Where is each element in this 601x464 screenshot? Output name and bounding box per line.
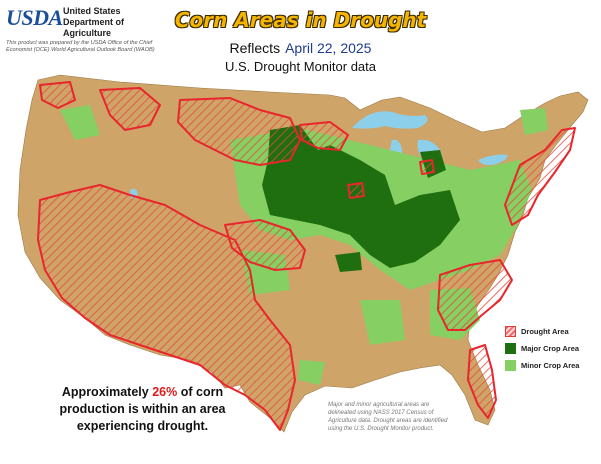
minor-crop-swatch: [505, 360, 516, 371]
drought-plains: [224, 219, 306, 271]
drought-michigan-spot: [419, 159, 435, 175]
drought-minnesota: [299, 121, 349, 151]
statistic-percent: 26%: [152, 385, 178, 399]
map-title: Corn Areas in Drought: [174, 8, 427, 32]
legend-label: Minor Crop Area: [521, 361, 580, 370]
legend-item-major: Major Crop Area: [505, 341, 579, 356]
drought-carolinas: [437, 259, 513, 331]
drought-swatch: [505, 326, 516, 337]
drought-areas: [37, 81, 576, 431]
drought-northwest: [99, 87, 161, 131]
reflects-prefix: Reflects: [229, 40, 281, 56]
methodology-footnote: Major and minor agricultural areas are d…: [328, 402, 448, 432]
drought-statistic: Approximately 26% of corn production is …: [30, 384, 255, 435]
legend-label: Major Crop Area: [521, 344, 580, 353]
department-line-2: Department of: [63, 17, 125, 27]
drought-florida: [467, 344, 497, 419]
drought-north-plains: [177, 97, 301, 166]
usda-logo: USDA: [6, 5, 63, 30]
major-crop-swatch: [505, 343, 516, 354]
legend-label: Drought Area: [521, 327, 569, 336]
statistic-prefix: Approximately: [61, 385, 149, 399]
department-line-3: Agriculture: [63, 28, 112, 38]
legend-item-minor: Minor Crop Area: [505, 358, 579, 373]
reflects-line: Reflects April 22, 2025: [0, 40, 601, 56]
drought-west-coast-north: [39, 81, 76, 109]
department-line-1: United States: [63, 6, 121, 16]
usda-department-name: United States Department of Agriculture: [63, 6, 163, 39]
preparer-note: This product was prepared by the USDA Of…: [6, 40, 155, 53]
map-legend: Drought Area Major Crop Area Minor Crop …: [505, 324, 579, 375]
drought-northeast: [504, 127, 576, 226]
lake-ontario: [478, 154, 508, 166]
report-date: April 22, 2025: [285, 40, 372, 56]
drought-iowa-spot: [347, 182, 365, 199]
statistic-suffix: of corn production is within an area exp…: [59, 385, 226, 433]
data-source-line: U.S. Drought Monitor data: [224, 59, 377, 74]
legend-item-drought: Drought Area: [505, 324, 579, 339]
lake-superior: [352, 111, 428, 129]
